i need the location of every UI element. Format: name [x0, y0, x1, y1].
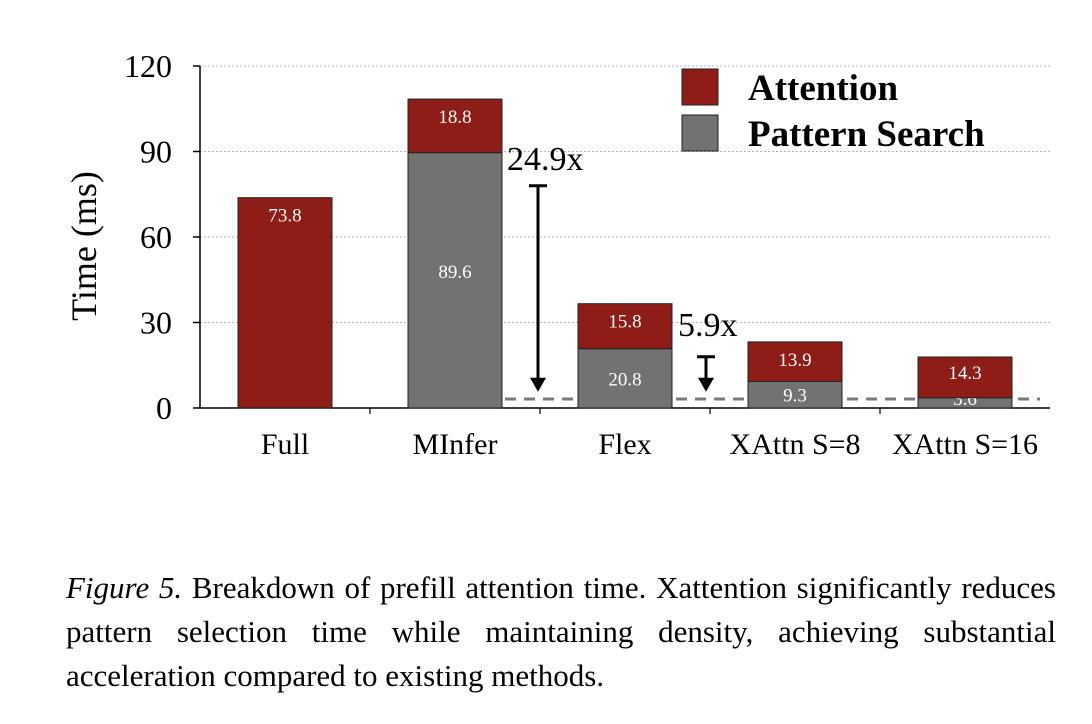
legend: Attention Pattern Search — [681, 68, 985, 155]
caption-label: Figure 5. — [66, 570, 183, 605]
bar-value-label: 20.8 — [608, 369, 641, 390]
legend-label: Pattern Search — [748, 114, 985, 155]
speedup-label: 5.9x — [678, 307, 738, 344]
x-tick-label: XAttn S=16 — [892, 428, 1038, 461]
arrow-head — [530, 377, 546, 392]
bar-attention — [237, 197, 333, 409]
arrow-head — [698, 377, 714, 392]
y-tick-label: 120 — [124, 48, 172, 84]
y-axis-label: Time (ms) — [64, 171, 104, 321]
x-tick-label: Flex — [598, 428, 651, 461]
y-tick-label: 60 — [140, 219, 172, 255]
bar-attention — [747, 341, 843, 382]
caption-text: Breakdown of prefill attention time. Xat… — [66, 570, 1056, 693]
bar-pattern-search — [577, 348, 673, 409]
x-tick-label: Full — [261, 428, 309, 461]
bar-value-label: 15.8 — [608, 312, 641, 333]
bar-attention — [577, 303, 673, 350]
legend-swatch — [681, 68, 719, 106]
bar-value-label: 14.3 — [948, 363, 981, 384]
speedup-label: 24.9x — [507, 141, 584, 178]
speedup-annotations: 24.9x 5.9x — [507, 141, 738, 392]
bars: 73.889.618.820.815.89.313.93.614.3 — [237, 98, 1013, 410]
y-axis-ticks: 0 30 60 90 120 — [124, 48, 200, 426]
bar-attention — [407, 98, 503, 154]
bar-value-label: 18.8 — [438, 107, 471, 128]
bar-value-label: 73.8 — [268, 206, 301, 227]
x-tick-label: MInfer — [413, 428, 498, 461]
bar-value-label: 89.6 — [438, 262, 471, 283]
bar-pattern-search — [407, 152, 503, 409]
x-tick-label: XAttn S=8 — [729, 428, 860, 461]
bar-value-label: 13.9 — [778, 350, 811, 371]
figure-caption: Figure 5. Breakdown of prefill attention… — [66, 566, 1056, 698]
bar-chart: 0 30 60 90 120 Full MInfer Flex XAttn S=8 XAttn … — [64, 48, 1050, 461]
x-axis-tick-labels: Full MInfer Flex XAttn S=8 XAttn S=16 — [261, 408, 1038, 461]
bar-value-label: 9.3 — [783, 386, 807, 407]
y-tick-label: 90 — [140, 134, 172, 170]
legend-swatch — [681, 114, 719, 152]
bar-attention — [917, 356, 1013, 399]
y-tick-label: 30 — [140, 305, 172, 341]
legend-label: Attention — [748, 68, 898, 109]
y-tick-label: 0 — [156, 390, 172, 426]
